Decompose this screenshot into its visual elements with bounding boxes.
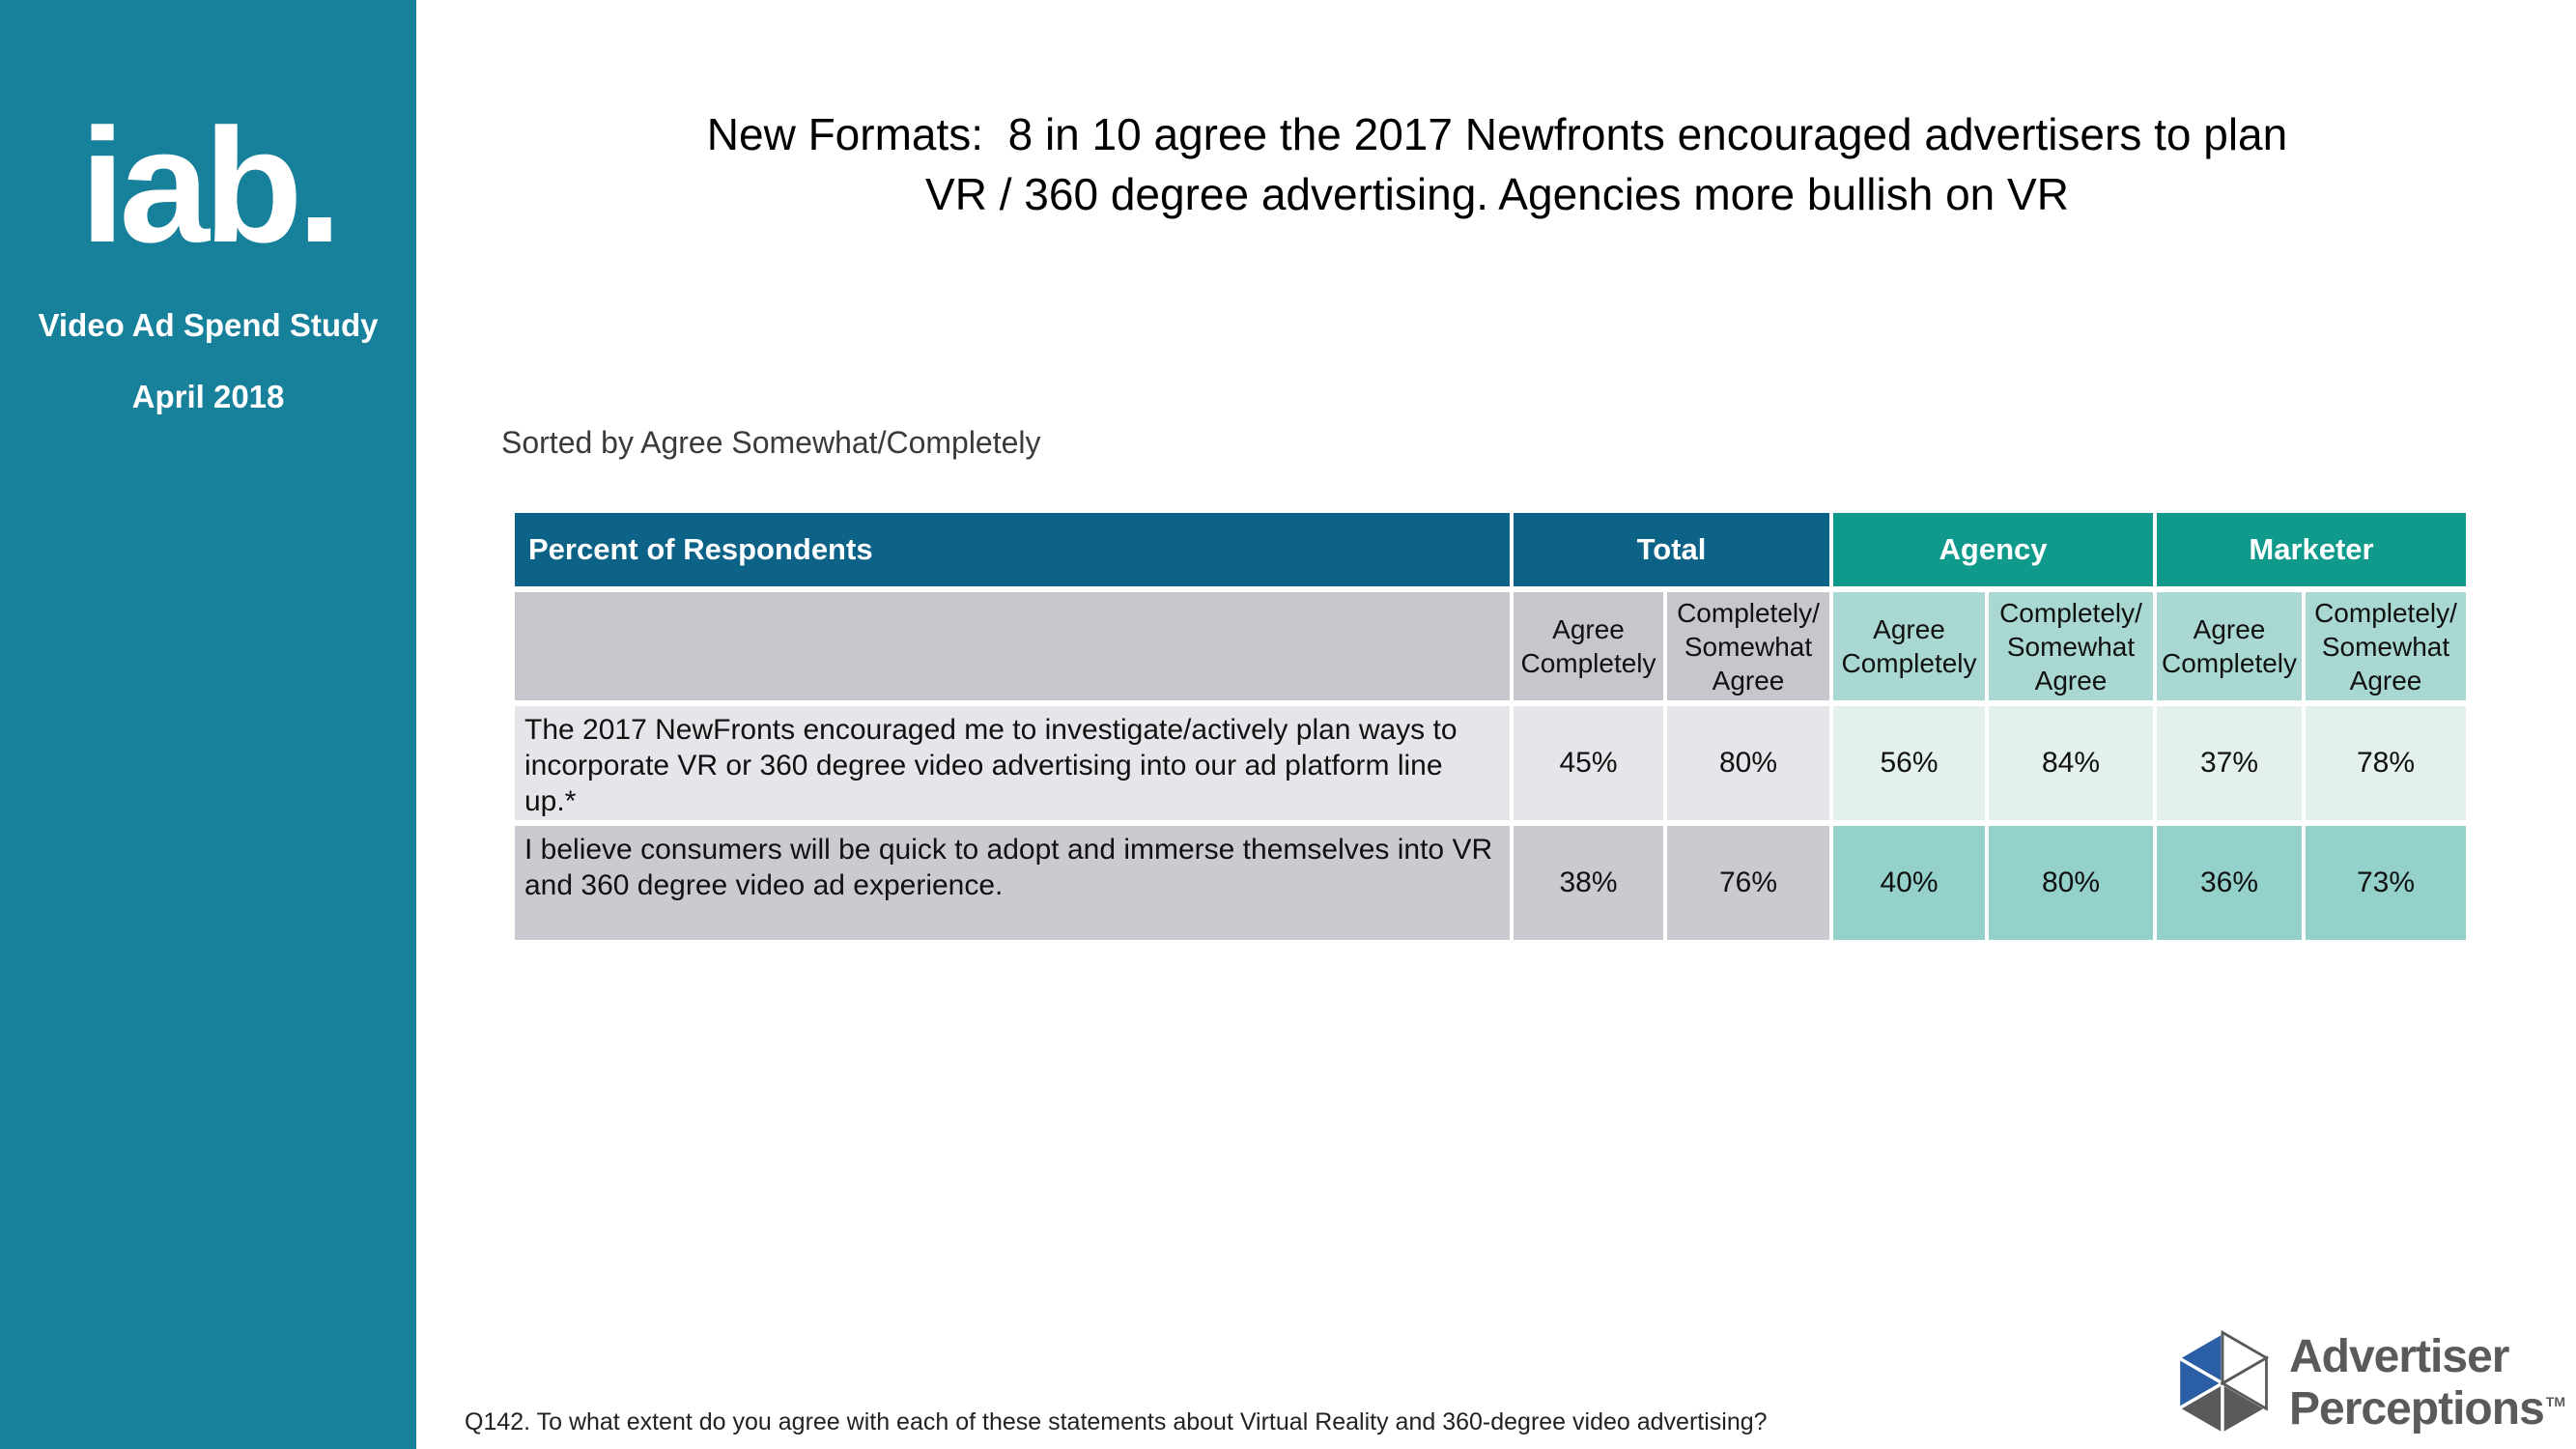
table-cell-agency-agree: 40% (1833, 826, 1985, 940)
table-row-statement: The 2017 NewFronts encouraged me to inve… (515, 706, 1510, 820)
brand-name: Advertiser Perceptions TM (2289, 1331, 2565, 1435)
study-date: April 2018 (131, 379, 285, 414)
brand-line1: Advertiser (2289, 1331, 2509, 1382)
footnote: Q142. To what extent do you agree with e… (465, 1352, 1768, 1449)
sidebar: iab. Video Ad Spend Study April 2018 (0, 0, 416, 1449)
table-cell-marketer-combined: 73% (2306, 826, 2466, 940)
subheader-total-completely-somewhat: Completely/ Somewhat Agree (1667, 592, 1829, 700)
study-title: Video Ad Spend Study (38, 307, 379, 343)
trademark: TM (2545, 1394, 2565, 1409)
table-cell-agency-combined: 84% (1989, 706, 2153, 820)
brand-line2: Perceptions (2289, 1383, 2545, 1435)
slide-title: New Formats: 8 in 10 agree the 2017 Newf… (706, 109, 2288, 219)
subheader-blank (515, 592, 1510, 700)
table-cell-marketer-combined: 78% (2306, 706, 2466, 820)
subheader-marketer-completely-somewhat: Completely/ Somewhat Agree (2306, 592, 2466, 700)
subheader-marketer-agree-completely: Agree Completely (2157, 592, 2302, 700)
table-cell-marketer-agree: 36% (2157, 826, 2302, 940)
table-cell-agency-agree: 56% (1833, 706, 1985, 820)
footnote-question: Q142. To what extent do you agree with e… (465, 1408, 1768, 1435)
advertiser-perceptions-logo: Advertiser Perceptions TM (2167, 1329, 2565, 1437)
hexagon-cube-icon (2175, 1329, 2270, 1437)
table-cell-marketer-agree: 37% (2157, 706, 2302, 820)
sort-note: Sorted by Agree Somewhat/Completely (501, 425, 1041, 460)
table-header-percent-of-respondents: Percent of Respondents (515, 513, 1510, 586)
table-cell-agency-combined: 80% (1989, 826, 2153, 940)
brand-line2-wrap: Perceptions TM (2289, 1379, 2565, 1435)
table-row-statement: I believe consumers will be quick to ado… (515, 826, 1510, 940)
table-cell-total-combined: 76% (1667, 826, 1829, 940)
subheader-agency-agree-completely: Agree Completely (1833, 592, 1985, 700)
table-cell-total-combined: 80% (1667, 706, 1829, 820)
respondents-table: Percent of Respondents Total Agency Mark… (515, 513, 2466, 940)
iab-logo: iab. (79, 95, 342, 276)
table-header-marketer: Marketer (2157, 513, 2466, 586)
table-header-total: Total (1514, 513, 1829, 586)
table-cell-total-agree: 38% (1514, 826, 1663, 940)
subheader-total-agree-completely: Agree Completely (1514, 592, 1663, 700)
table-cell-total-agree: 45% (1514, 706, 1663, 820)
subheader-agency-completely-somewhat: Completely/ Somewhat Agree (1989, 592, 2153, 700)
table-header-agency: Agency (1833, 513, 2153, 586)
